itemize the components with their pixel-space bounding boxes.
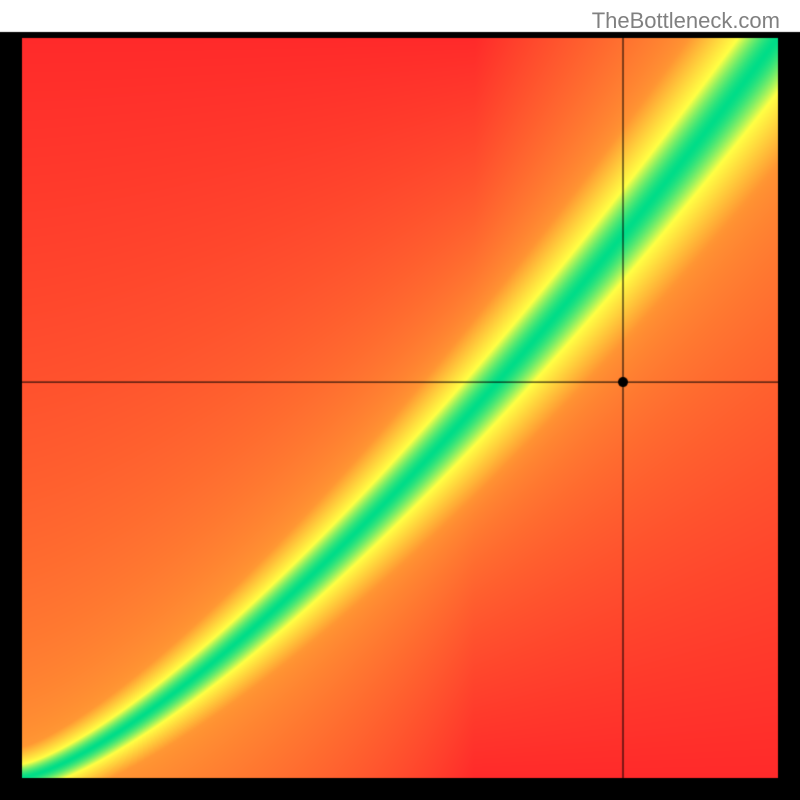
bottleneck-heatmap <box>0 0 800 800</box>
watermark-text: TheBottleneck.com <box>592 8 780 34</box>
